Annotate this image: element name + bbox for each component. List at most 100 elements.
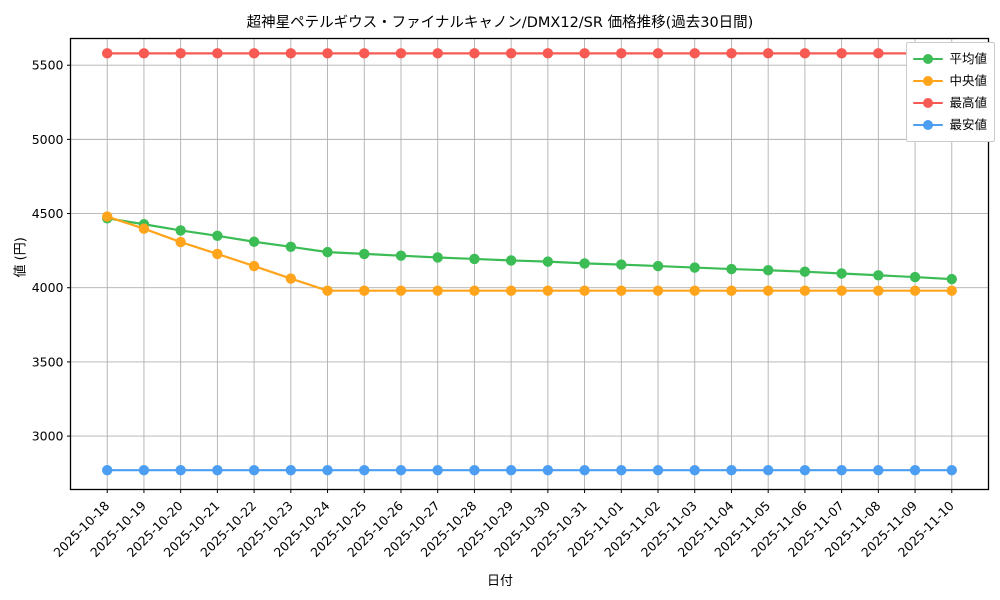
data-point-marker — [799, 48, 811, 59]
data-point-marker — [542, 465, 554, 476]
legend-swatch-icon — [913, 52, 944, 66]
legend-item-1[interactable]: 平均値 — [913, 48, 987, 70]
y-tick-label: 4500 — [32, 206, 64, 221]
data-point-marker — [873, 270, 884, 281]
data-point-marker — [873, 465, 884, 476]
data-point-marker — [579, 48, 590, 59]
axis-frame — [69, 37, 990, 491]
data-point-marker — [579, 285, 590, 296]
data-point-marker — [909, 285, 921, 296]
data-point-marker — [762, 265, 774, 276]
data-point-marker — [836, 268, 847, 279]
data-point-marker — [359, 248, 370, 260]
data-point-marker — [175, 225, 186, 236]
data-point-marker — [505, 48, 517, 59]
series-2 — [102, 211, 957, 296]
data-point-marker — [359, 465, 370, 476]
data-point-marker — [212, 230, 223, 242]
data-point-marker — [212, 48, 223, 59]
data-point-marker — [689, 465, 700, 476]
data-point-marker — [469, 253, 480, 265]
data-point-marker — [505, 465, 517, 476]
data-point-marker — [873, 48, 884, 59]
data-point-marker — [432, 465, 443, 476]
data-point-marker — [175, 48, 186, 59]
data-point-marker — [689, 262, 700, 273]
legend-item-2[interactable]: 中央値 — [913, 70, 987, 92]
legend-label: 中央値 — [949, 72, 987, 88]
data-point-marker — [322, 246, 333, 258]
data-point-marker — [616, 285, 627, 296]
data-point-marker — [726, 285, 737, 296]
data-series-layer — [102, 48, 957, 476]
data-point-marker — [799, 285, 811, 296]
legend-label: 最高値 — [949, 94, 987, 110]
data-point-marker — [212, 248, 223, 260]
chart-legend: 平均値中央値最高値最安値 — [906, 42, 995, 142]
legend-item-4[interactable]: 最安値 — [913, 114, 987, 136]
data-point-marker — [359, 48, 370, 59]
x-axis-ticks: 2025-10-182025-10-192025-10-202025-10-21… — [50, 489, 957, 560]
data-point-marker — [138, 465, 150, 476]
data-point-marker — [946, 273, 957, 285]
data-point-marker — [102, 211, 113, 222]
data-point-marker — [799, 266, 811, 277]
data-point-marker — [395, 465, 407, 476]
data-point-marker — [469, 285, 480, 296]
y-tick-label: 5000 — [32, 132, 64, 147]
data-point-marker — [469, 465, 480, 476]
data-point-marker — [579, 465, 590, 476]
data-point-marker — [359, 285, 370, 296]
data-point-marker — [285, 465, 297, 476]
series-3 — [102, 48, 957, 59]
data-point-marker — [285, 241, 297, 252]
data-point-marker — [175, 236, 186, 248]
data-point-marker — [836, 465, 847, 476]
data-point-marker — [322, 465, 333, 476]
data-point-marker — [175, 465, 186, 476]
data-point-marker — [248, 465, 260, 476]
plot-border — [69, 37, 990, 491]
data-point-marker — [102, 48, 113, 59]
y-axis-ticks: 3000 3500 4000 4500 5000 5500 — [32, 58, 71, 444]
data-point-marker — [836, 285, 847, 296]
data-point-marker — [909, 465, 921, 476]
legend-item-3[interactable]: 最高値 — [913, 92, 987, 114]
legend-swatch-icon — [913, 118, 944, 132]
data-point-marker — [616, 465, 627, 476]
legend-label: 平均値 — [949, 50, 987, 66]
data-point-marker — [432, 252, 443, 263]
data-point-marker — [836, 48, 847, 59]
data-point-marker — [762, 285, 774, 296]
data-point-marker — [395, 250, 407, 261]
x-axis-label: 日付 — [486, 574, 513, 589]
data-point-marker — [616, 259, 627, 270]
data-point-marker — [285, 48, 297, 59]
data-point-marker — [946, 285, 957, 296]
data-point-marker — [469, 48, 480, 59]
data-point-marker — [909, 271, 921, 283]
series-1 — [102, 213, 957, 285]
data-point-marker — [505, 255, 517, 266]
data-point-marker — [726, 263, 737, 275]
data-point-marker — [432, 48, 443, 59]
data-point-marker — [689, 285, 700, 296]
y-tick-label: 3000 — [32, 429, 64, 444]
data-point-marker — [726, 465, 737, 476]
series-line — [106, 217, 953, 281]
data-point-marker — [542, 285, 554, 296]
data-point-marker — [689, 48, 700, 59]
y-tick-label: 3500 — [32, 354, 64, 369]
data-point-marker — [652, 260, 664, 272]
series-line — [106, 215, 953, 292]
data-point-marker — [652, 465, 664, 476]
data-point-marker — [946, 465, 957, 476]
data-point-marker — [505, 285, 517, 296]
data-point-marker — [542, 256, 554, 267]
data-point-marker — [432, 285, 443, 296]
data-point-marker — [248, 260, 260, 272]
data-point-marker — [138, 48, 150, 59]
data-point-marker — [652, 285, 664, 296]
